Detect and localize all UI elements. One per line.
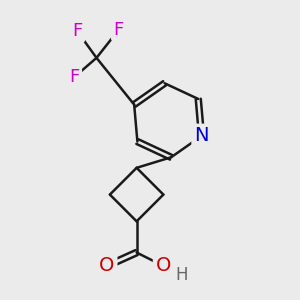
- Text: F: F: [72, 22, 82, 40]
- Text: O: O: [99, 256, 115, 275]
- Text: O: O: [156, 256, 171, 275]
- Text: N: N: [194, 127, 209, 146]
- Text: H: H: [175, 266, 188, 284]
- Text: F: F: [114, 21, 124, 39]
- Text: F: F: [69, 68, 79, 86]
